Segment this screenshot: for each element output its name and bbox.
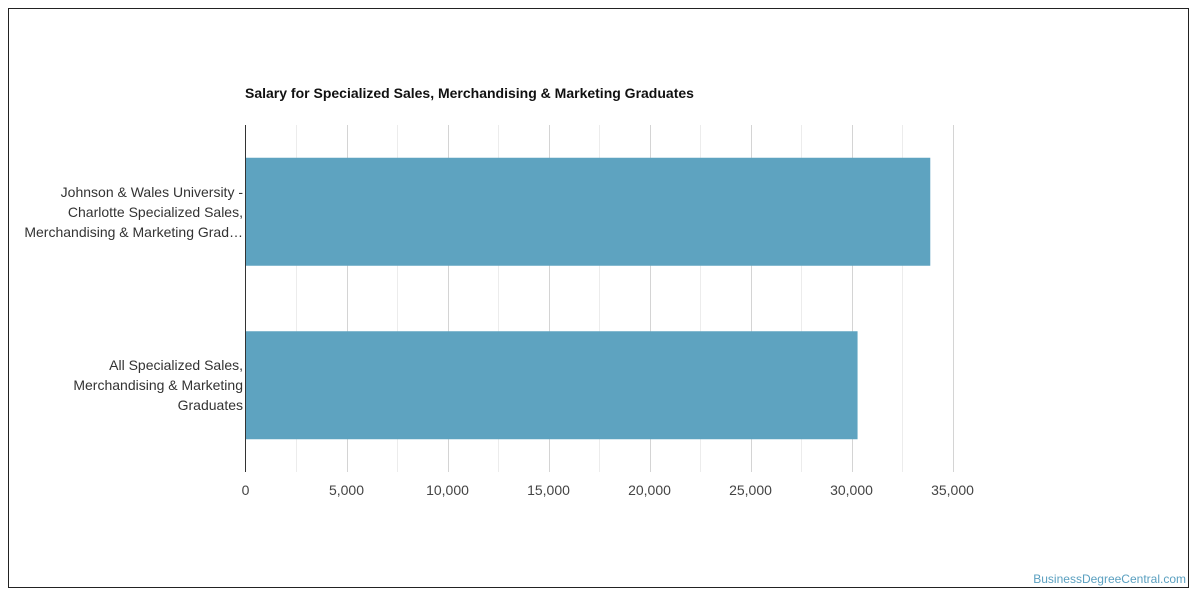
chart-frame [8,8,1189,588]
category-label-line: Johnson & Wales University - [60,183,243,200]
x-tick-label: 25,000 [729,482,772,498]
category-label-line: Merchandising & Marketing Grad… [24,223,243,240]
x-tick-label: 5,000 [329,482,364,498]
category-label-line: Merchandising & Marketing [73,377,243,394]
category-label-line: All Specialized Sales, [109,357,243,374]
category-label-line: Graduates [177,397,243,414]
bar-1[interactable] [245,331,858,440]
bars [245,157,931,440]
chart-title: Salary for Specialized Sales, Merchandis… [245,85,694,101]
x-tick-label: 10,000 [426,482,469,498]
x-tick-label: 15,000 [527,482,570,498]
category-label-1: All Specialized Sales, Merchandising & Ma… [3,355,243,415]
x-tick-labels: 0 5,000 10,000 15,000 20,000 25,000 30,000 35,0… [242,482,975,498]
x-tick-label: 20,000 [628,482,671,498]
x-tick-label: 0 [242,482,250,498]
x-tick-label: 30,000 [830,482,873,498]
x-tick-label: 35,000 [931,482,974,498]
credit-link[interactable]: BusinessDegreeCentral.com [1033,572,1186,586]
category-label-line: Charlotte Specialized Sales, [67,203,243,220]
bar-0[interactable] [245,157,931,266]
category-label-0: Johnson & Wales University - Charlotte Sp… [3,182,243,242]
